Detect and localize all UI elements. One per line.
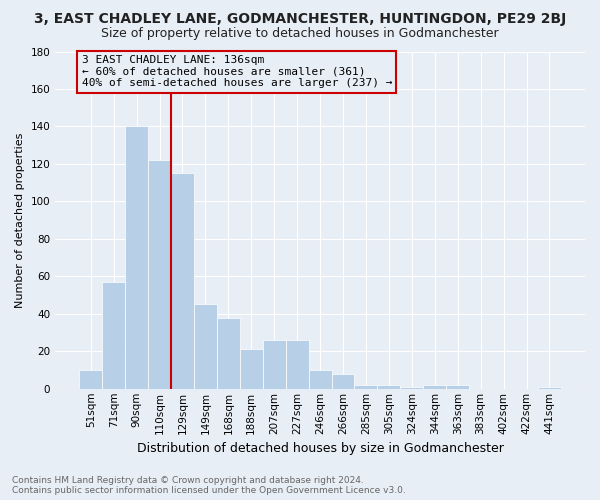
- Bar: [400, 387, 423, 389]
- Text: Size of property relative to detached houses in Godmanchester: Size of property relative to detached ho…: [101, 28, 499, 40]
- Bar: [286, 340, 308, 389]
- Bar: [423, 385, 446, 389]
- Bar: [148, 160, 171, 389]
- Bar: [102, 282, 125, 389]
- Bar: [240, 350, 263, 389]
- Bar: [263, 340, 286, 389]
- Bar: [377, 385, 400, 389]
- Text: 3 EAST CHADLEY LANE: 136sqm
← 60% of detached houses are smaller (361)
40% of se: 3 EAST CHADLEY LANE: 136sqm ← 60% of det…: [82, 55, 392, 88]
- Bar: [332, 374, 355, 389]
- Bar: [538, 387, 561, 389]
- Bar: [308, 370, 332, 389]
- Text: 3, EAST CHADLEY LANE, GODMANCHESTER, HUNTINGDON, PE29 2BJ: 3, EAST CHADLEY LANE, GODMANCHESTER, HUN…: [34, 12, 566, 26]
- X-axis label: Distribution of detached houses by size in Godmanchester: Distribution of detached houses by size …: [137, 442, 503, 455]
- Y-axis label: Number of detached properties: Number of detached properties: [15, 132, 25, 308]
- Bar: [171, 174, 194, 389]
- Bar: [355, 385, 377, 389]
- Bar: [217, 318, 240, 389]
- Bar: [194, 304, 217, 389]
- Bar: [446, 385, 469, 389]
- Bar: [79, 370, 102, 389]
- Bar: [125, 126, 148, 389]
- Text: Contains HM Land Registry data © Crown copyright and database right 2024.
Contai: Contains HM Land Registry data © Crown c…: [12, 476, 406, 495]
